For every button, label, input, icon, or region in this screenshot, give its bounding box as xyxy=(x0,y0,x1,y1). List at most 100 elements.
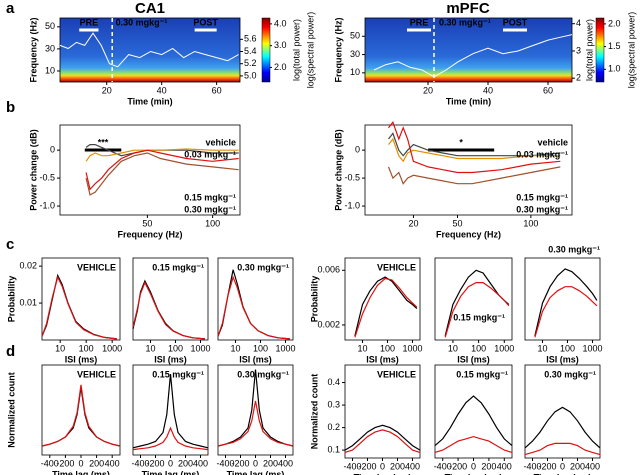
colorbar-tick-label: 4.0 xyxy=(274,18,287,28)
x-tick-label: 1000 xyxy=(494,343,514,353)
x-tick-label: 10 xyxy=(537,343,547,353)
y-tick-label: 0.01 xyxy=(19,297,37,307)
x-tick-label: 1000 xyxy=(102,343,122,353)
y2-tick-label: 3 xyxy=(576,45,581,55)
y-tick-label: -0.5 xyxy=(39,172,55,182)
x-tick-label: 10 xyxy=(448,343,458,353)
panel-condition: 0.30 mgkg⁻¹ xyxy=(544,369,596,379)
panel-condition: VEHICLE xyxy=(77,369,116,379)
legend-entry: 0.03 mgkg⁻¹ xyxy=(516,149,568,159)
x-tick-label: -200 xyxy=(146,458,164,468)
annotation: * xyxy=(459,137,463,147)
series-line xyxy=(132,279,205,340)
x-tick-label: 60 xyxy=(543,85,553,95)
x-tick-label: -200 xyxy=(449,461,467,471)
series-line xyxy=(41,273,117,340)
series-line xyxy=(373,34,573,78)
axes-frame xyxy=(364,17,573,83)
annotation: POST xyxy=(193,17,218,27)
x-tick-label: -400 xyxy=(131,458,149,468)
annotation: *** xyxy=(98,137,109,147)
y2-tick-label: 5.6 xyxy=(244,34,257,44)
y-tick-label: 0.002 xyxy=(317,319,340,329)
x-axis-label: Time (min) xyxy=(127,96,172,106)
axes-frame xyxy=(59,124,241,216)
series-line xyxy=(534,286,598,338)
x-axis-label: ISI (ms) xyxy=(65,354,98,364)
legend-entry: 0.03 mgkg⁻¹ xyxy=(184,149,236,159)
x-tick-label: -200 xyxy=(538,461,556,471)
y-tick-label: -0.5 xyxy=(344,172,360,182)
x-tick-label: 100 xyxy=(168,343,183,353)
y-tick-label: -1.0 xyxy=(344,200,360,210)
x-tick-label: 50 xyxy=(142,218,152,228)
x-tick-label: 400 xyxy=(405,461,420,471)
colorbar-tick-label: 1.5 xyxy=(608,41,621,51)
axes-frame xyxy=(524,257,601,341)
x-tick-label: 0 xyxy=(380,461,385,471)
legend-entry: vehicle xyxy=(205,137,236,147)
series-line xyxy=(41,387,121,447)
series-line xyxy=(388,132,561,157)
annotation: PRE xyxy=(410,17,429,27)
x-tick-label: -400 xyxy=(41,458,59,468)
axes-frame xyxy=(132,257,209,341)
series-line xyxy=(85,149,239,191)
y-tick-label: 30 xyxy=(45,43,55,53)
y2-tick-label: 5.2 xyxy=(244,58,257,68)
y-axis-label: Power change (dB) xyxy=(28,129,38,211)
y-axis-label: Normalized count xyxy=(6,372,16,448)
x-tick-label: 10 xyxy=(55,343,65,353)
x-tick-label: 200 xyxy=(178,458,193,468)
x-tick-label: -400 xyxy=(343,461,361,471)
panel-label: d xyxy=(6,343,15,360)
x-tick-label: 0 xyxy=(78,458,83,468)
y-tick-label: 0 xyxy=(50,145,55,155)
x-axis-label: ISI (ms) xyxy=(546,354,579,364)
series-line xyxy=(132,426,209,451)
series-line xyxy=(524,442,601,456)
x-tick-label: 40 xyxy=(483,85,493,95)
y-axis-label: Power change (dB) xyxy=(333,129,343,211)
y-tick-label: 30 xyxy=(350,49,360,59)
x-tick-label: 50 xyxy=(452,218,462,228)
y-axis-label: Normalized count xyxy=(309,374,319,450)
series-line xyxy=(59,32,239,68)
column-title: mPFC xyxy=(446,0,490,17)
y-tick-label: 0.3 xyxy=(327,399,340,409)
y-tick-label: 50 xyxy=(350,31,360,41)
colorbar xyxy=(261,17,271,83)
x-tick-label: 100 xyxy=(471,343,486,353)
y2-tick-label: 5.4 xyxy=(244,46,257,56)
x-tick-label: 10 xyxy=(145,343,155,353)
y-tick-label: 10 xyxy=(45,65,55,75)
x-tick-label: 40 xyxy=(157,85,167,95)
x-axis-label: ISI (ms) xyxy=(239,354,272,364)
x-tick-label: 200 xyxy=(89,458,104,468)
x-axis-label: Time lag (ms) xyxy=(534,472,592,475)
y-tick-label: 0.02 xyxy=(19,261,37,271)
y-tick-label: 0.4 xyxy=(327,377,340,387)
axes-frame xyxy=(344,257,421,341)
x-tick-label: 1000 xyxy=(402,343,422,353)
x-tick-label: 20 xyxy=(408,218,418,228)
annotation: 0.30 mgkg⁻¹ xyxy=(439,17,491,27)
y-tick-label: 0.006 xyxy=(317,265,340,275)
y-tick-label: 10 xyxy=(350,67,360,77)
legend-entry: 0.15 mgkg⁻¹ xyxy=(516,192,568,202)
y-tick-label: -1.0 xyxy=(39,200,55,210)
series-line xyxy=(344,424,421,451)
panel-condition: 0.30 mgkg⁻¹ xyxy=(548,244,600,254)
y2-tick-label: 2 xyxy=(576,73,581,83)
colorbar-tick-label: 2.0 xyxy=(274,62,287,72)
series-line xyxy=(434,435,513,453)
series-line xyxy=(41,384,121,447)
y2-axis-label: log(total power) xyxy=(291,19,301,81)
series-line xyxy=(534,268,598,337)
panel-condition: 0.15 mgkg⁻¹ xyxy=(456,369,508,379)
x-tick-label: 400 xyxy=(278,458,293,468)
series-line xyxy=(434,395,513,447)
x-tick-label: 200 xyxy=(481,461,496,471)
y-tick-label: 0.2 xyxy=(327,422,340,432)
